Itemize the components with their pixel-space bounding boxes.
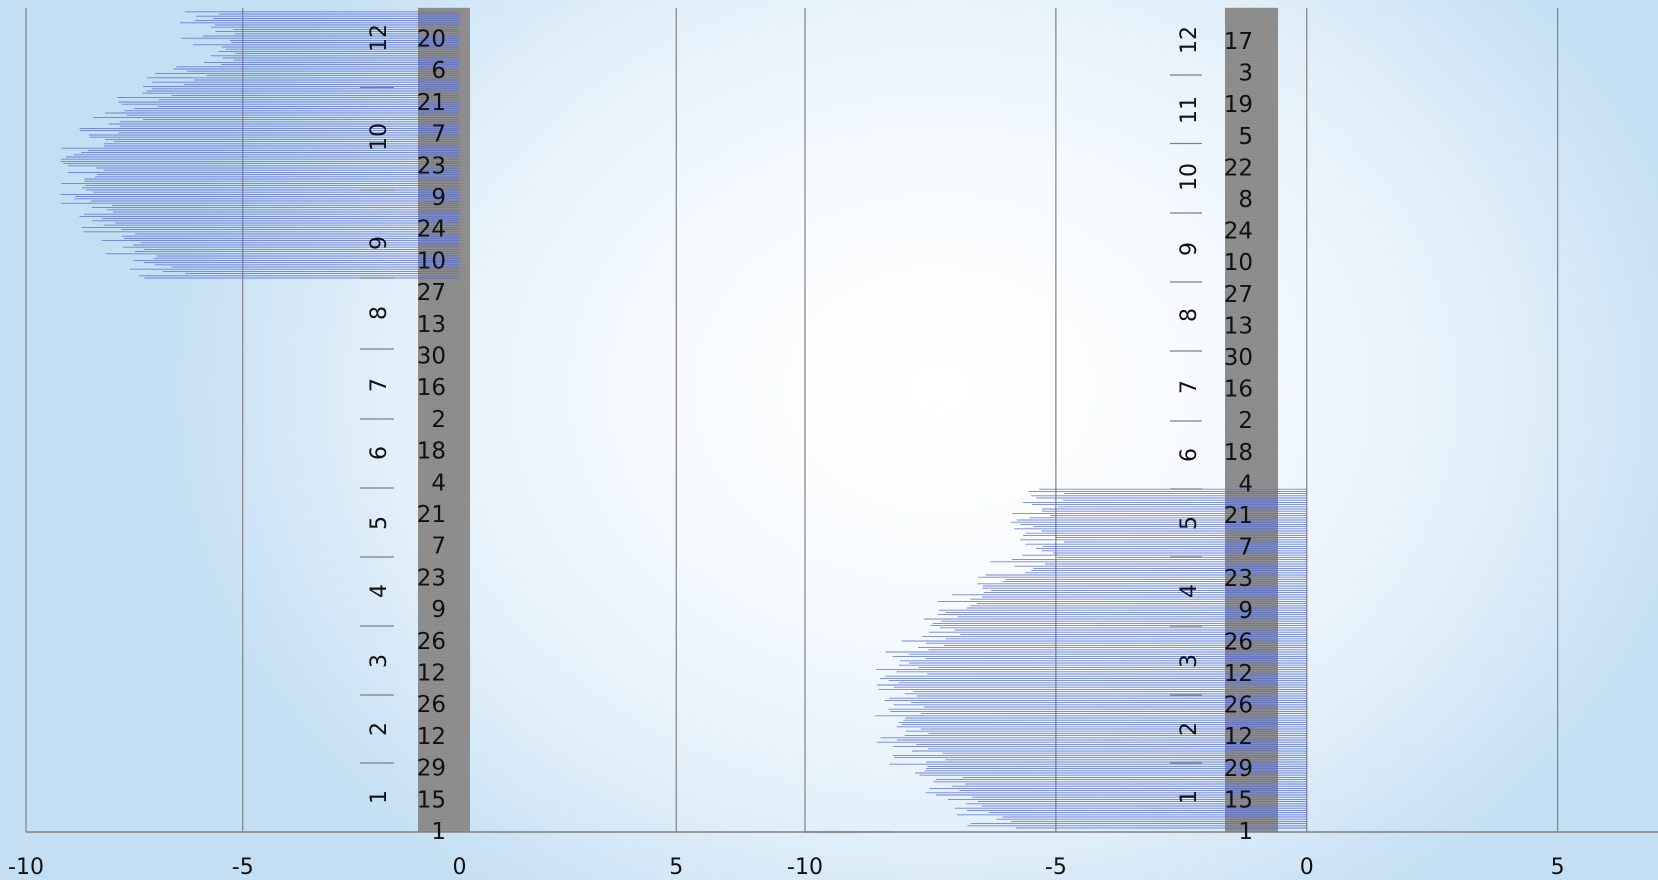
day-tick-label: 29 [417, 756, 446, 782]
day-tick-label: 22 [1224, 155, 1253, 181]
day-tick-label: 26 [417, 629, 446, 655]
day-tick-label: 3 [1238, 61, 1253, 87]
day-tick-label: 23 [417, 565, 446, 591]
day-tick-label: 12 [1224, 724, 1253, 750]
day-tick-label: 10 [1224, 250, 1253, 276]
month-tick-label: 11 [1177, 96, 1202, 124]
month-tick-label: 5 [1177, 516, 1202, 530]
chart-panel-right: -10 -5 0 5115291226122692372141821630132710… [787, 7, 1658, 880]
day-tick-label: 7 [431, 122, 446, 148]
day-tick-label: 12 [417, 661, 446, 687]
day-tick-label: 29 [1224, 756, 1253, 782]
day-tick-label: 12 [417, 724, 446, 750]
day-tick-label: 30 [1224, 345, 1253, 371]
month-tick-label: 5 [367, 516, 392, 530]
month-tick-label: 7 [367, 378, 392, 392]
day-tick-label: 21 [417, 502, 446, 528]
day-tick-label: 15 [1224, 787, 1253, 813]
month-tick-label: 3 [1177, 654, 1202, 668]
day-tick-label: 9 [431, 185, 446, 211]
month-tick-label: 8 [367, 306, 392, 320]
chart-panel-left: -10 -5 0 5115291226122692372141821630132710… [8, 7, 893, 880]
x-tick-label: 5 [1551, 855, 1565, 880]
x-tick-label: -5 [1045, 855, 1067, 880]
day-tick-label: 2 [431, 407, 446, 433]
category-axis-strip [1225, 8, 1278, 832]
month-tick-label: 4 [1177, 584, 1202, 598]
day-tick-label: 23 [1224, 566, 1253, 592]
day-tick-label: 26 [1224, 693, 1253, 719]
x-tick-label: -10 [8, 855, 44, 880]
month-tick-label: 1 [367, 790, 392, 804]
month-tick-label: 7 [1177, 380, 1202, 394]
month-tick-label: 4 [367, 584, 392, 598]
month-tick-label: 2 [1177, 722, 1202, 736]
x-tick-label: -5 [232, 855, 254, 880]
day-tick-label: 27 [1224, 282, 1253, 308]
month-tick-label: 2 [367, 722, 392, 736]
x-tick-label: 5 [669, 855, 683, 880]
month-tick-label: 12 [1177, 26, 1202, 54]
day-tick-label: 9 [1238, 598, 1253, 624]
month-tick-label: 9 [367, 236, 392, 250]
day-tick-label: 15 [417, 787, 446, 813]
month-tick-label: 6 [367, 446, 392, 460]
day-tick-label: 18 [417, 439, 446, 465]
category-axis-strip [418, 8, 470, 832]
day-tick-label: 5 [1238, 124, 1253, 150]
x-tick-label: 0 [1300, 855, 1314, 880]
day-tick-label: 4 [1238, 471, 1253, 497]
day-tick-label: 17 [1224, 29, 1253, 55]
day-tick-label: 16 [1224, 377, 1253, 403]
day-tick-label: 13 [1224, 313, 1253, 339]
month-tick-label: 12 [367, 24, 392, 52]
month-tick-label: 10 [367, 123, 392, 151]
day-tick-label: 20 [417, 27, 446, 53]
month-tick-label: 9 [1177, 242, 1202, 256]
day-tick-label: 7 [431, 534, 446, 560]
month-tick-label: 8 [1177, 308, 1202, 322]
day-tick-label: 21 [1224, 503, 1253, 529]
day-tick-label: 8 [1238, 187, 1253, 213]
day-tick-label: 21 [417, 90, 446, 116]
day-tick-label: 16 [417, 375, 446, 401]
month-tick-label: 10 [1177, 163, 1202, 191]
day-tick-label: 2 [1238, 408, 1253, 434]
day-tick-label: 1 [431, 819, 446, 845]
day-tick-label: 6 [431, 58, 446, 84]
day-tick-label: 23 [417, 153, 446, 179]
day-tick-label: 9 [431, 597, 446, 623]
x-tick-label: 0 [453, 855, 467, 880]
day-tick-label: 13 [417, 312, 446, 338]
month-tick-label: 3 [367, 654, 392, 668]
day-tick-label: 1 [1238, 819, 1253, 845]
day-tick-label: 4 [431, 470, 446, 496]
day-tick-label: 30 [417, 344, 446, 370]
day-tick-label: 27 [417, 280, 446, 306]
day-tick-label: 10 [417, 248, 446, 274]
day-tick-label: 26 [417, 692, 446, 718]
day-tick-label: 18 [1224, 440, 1253, 466]
day-tick-label: 19 [1224, 92, 1253, 118]
day-tick-label: 7 [1238, 535, 1253, 561]
x-tick-label: -10 [787, 855, 823, 880]
day-tick-label: 26 [1224, 629, 1253, 655]
day-tick-label: 24 [417, 217, 446, 243]
day-tick-label: 24 [1224, 219, 1253, 245]
month-tick-label: 6 [1177, 448, 1202, 462]
day-tick-label: 12 [1224, 661, 1253, 687]
month-tick-label: 1 [1177, 790, 1202, 804]
